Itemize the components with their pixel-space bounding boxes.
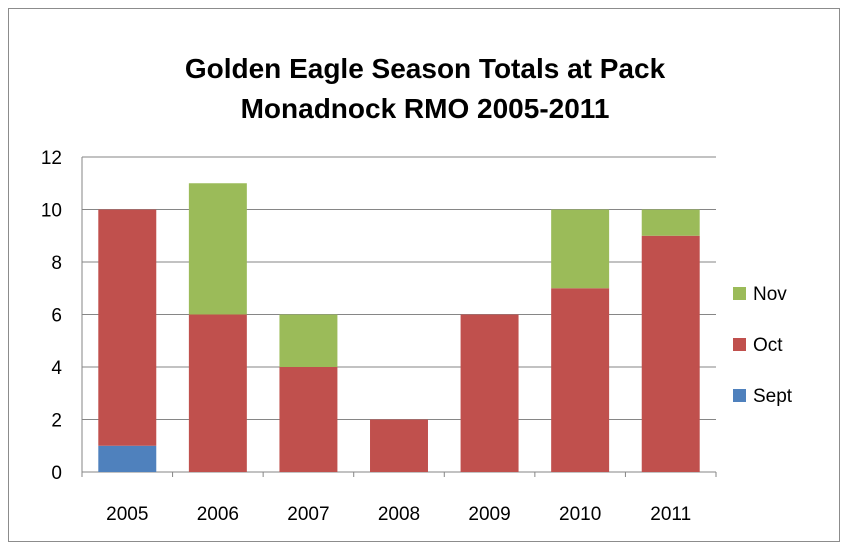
x-tick-label-2011: 2011 xyxy=(650,504,691,525)
legend-swatch-nov xyxy=(733,287,746,300)
y-tick-label-12: 12 xyxy=(41,148,62,169)
x-tick-label-2005: 2005 xyxy=(106,504,148,525)
bar-sept-2005 xyxy=(98,445,157,472)
bar-oct-2008 xyxy=(370,419,428,472)
bar-oct-2011 xyxy=(641,235,700,472)
y-tick-label-8: 8 xyxy=(51,253,62,274)
x-tick-label-2009: 2009 xyxy=(468,504,510,525)
x-tick-label-2008: 2008 xyxy=(378,504,420,525)
x-tick-label-2006: 2006 xyxy=(197,504,239,525)
chart-title-line-1: Golden Eagle Season Totals at Pack xyxy=(184,53,666,84)
chart-title: Golden Eagle Season Totals at Pack Monad… xyxy=(9,49,841,129)
bar-nov-2007 xyxy=(279,314,338,367)
x-tick-label-2007: 2007 xyxy=(287,504,329,525)
y-tick-label-0: 0 xyxy=(51,463,62,484)
legend-label-nov: Nov xyxy=(753,284,787,305)
bar-nov-2011 xyxy=(641,209,700,236)
bar-nov-2010 xyxy=(551,209,610,289)
y-tick-label-2: 2 xyxy=(51,411,62,432)
bar-oct-2007 xyxy=(279,367,338,472)
bar-oct-2005 xyxy=(98,209,157,446)
bar-nov-2006 xyxy=(188,183,247,315)
bar-oct-2009 xyxy=(460,314,519,472)
y-tick-label-6: 6 xyxy=(51,306,62,327)
chart-title-line-2: Monadnock RMO 2005-2011 xyxy=(240,93,610,124)
bar-oct-2010 xyxy=(551,288,610,472)
y-tick-label-10: 10 xyxy=(41,201,62,222)
bar-oct-2006 xyxy=(188,314,247,472)
legend-label-oct: Oct xyxy=(753,335,783,356)
legend-swatch-oct xyxy=(733,338,746,351)
x-tick-label-2010: 2010 xyxy=(559,504,601,525)
y-tick-label-4: 4 xyxy=(51,358,62,379)
legend-label-sept: Sept xyxy=(753,386,793,407)
legend-swatch-sept xyxy=(733,389,746,402)
